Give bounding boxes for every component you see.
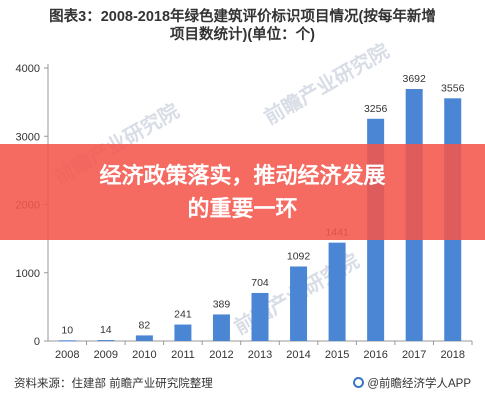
bar <box>174 324 192 341</box>
x-tick-label: 2016 <box>363 349 387 361</box>
data-label: 241 <box>174 309 192 321</box>
x-tick-label: 2009 <box>94 349 118 361</box>
chart-title-line1: 图表3：2008-2018年绿色建筑评价标识项目情况(按每年新增 <box>49 9 436 25</box>
watermark-text: 前瞻产业研究院 <box>260 39 393 130</box>
data-label: 704 <box>251 277 269 289</box>
x-tick-label: 2008 <box>55 349 79 361</box>
data-label: 3692 <box>403 73 427 85</box>
source-note: 资料来源：住建部 前瞻产业研究院整理 <box>14 378 213 390</box>
data-label: 3256 <box>364 103 388 115</box>
bar <box>97 340 115 342</box>
y-tick-label: 1000 <box>16 268 40 280</box>
data-label: 82 <box>139 319 151 331</box>
credit: @前瞻经济学人APP <box>353 375 471 391</box>
chart-title: 图表3：2008-2018年绿色建筑评价标识项目情况(按每年新增 项目数统计)(… <box>0 8 485 44</box>
y-tick-label: 3000 <box>16 131 40 143</box>
y-tick-label: 0 <box>34 336 40 348</box>
bar <box>290 266 308 341</box>
x-tick-label: 2013 <box>248 349 272 361</box>
x-tick-label: 2014 <box>286 349 310 361</box>
data-label: 1092 <box>287 250 311 262</box>
banner-line1: 经济政策落实，推动经济发展 <box>99 163 386 188</box>
x-tick-label: 2018 <box>440 349 464 361</box>
data-label: 10 <box>61 324 73 336</box>
x-tick-label: 2017 <box>402 349 426 361</box>
data-label: 14 <box>100 324 112 336</box>
x-tick-label: 2011 <box>171 349 195 361</box>
overlay-banner: 经济政策落实，推动经济发展 的重要一环 <box>0 144 485 240</box>
data-label: 389 <box>213 298 231 310</box>
bar <box>135 335 153 341</box>
bar <box>58 340 76 342</box>
bar <box>212 314 230 341</box>
x-tick-label: 2015 <box>325 349 349 361</box>
chart-title-line2: 项目数统计)(单位：个) <box>170 27 315 43</box>
data-label: 3556 <box>441 82 465 94</box>
x-tick-label: 2012 <box>209 349 233 361</box>
bar <box>328 242 346 341</box>
brand-logo-icon <box>353 377 365 388</box>
x-tick-label: 2010 <box>132 349 156 361</box>
credit-text: @前瞻经济学人APP <box>367 378 471 390</box>
bar <box>251 292 269 341</box>
y-tick-label: 4000 <box>16 63 40 75</box>
banner-line2: 的重要一环 <box>187 196 298 221</box>
